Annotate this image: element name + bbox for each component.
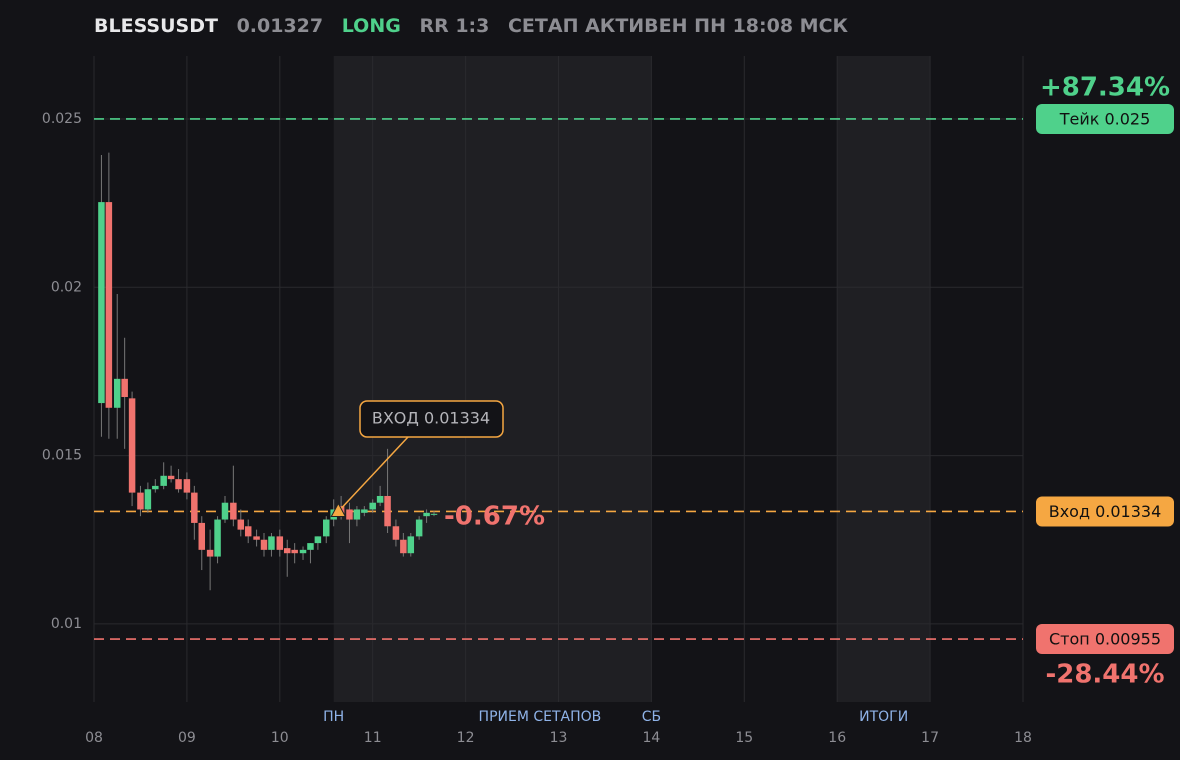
callout-label: ВХОД 0.01334 — [372, 409, 490, 428]
x-tick-label: 18 — [1014, 730, 1032, 746]
x-tick-label: 16 — [828, 730, 846, 746]
candle-body — [144, 489, 152, 510]
session-shade — [333, 56, 652, 702]
candle-body — [206, 549, 214, 557]
x-tick-label: 12 — [457, 730, 475, 746]
candle-body — [323, 519, 330, 537]
candle-body — [276, 536, 284, 550]
candle-body — [376, 495, 384, 503]
session-label: ПРИЕМ СЕТАПОВ — [479, 709, 602, 725]
candle-body — [128, 398, 136, 493]
candle-body — [260, 539, 268, 550]
candle-body — [268, 536, 275, 550]
candle-body — [314, 536, 322, 544]
x-tick-label: 14 — [642, 730, 660, 746]
candle-body — [237, 519, 245, 530]
candle-body — [160, 475, 167, 486]
candle-body — [361, 509, 368, 513]
candle-body — [415, 519, 423, 537]
candle-body — [191, 492, 198, 523]
session-label: СБ — [642, 709, 661, 725]
session-label: ПН — [323, 709, 344, 725]
level-label: Стоп 0.00955 — [1049, 630, 1161, 649]
candle-body — [152, 485, 159, 490]
candle-body — [407, 536, 415, 554]
candle-body — [230, 502, 237, 520]
x-tick-label: 11 — [364, 730, 382, 746]
price: 0.01327 — [236, 15, 324, 37]
candle-body — [400, 539, 407, 554]
level-pill — [1036, 624, 1174, 655]
candle-body — [384, 495, 391, 527]
candle-body — [113, 378, 121, 408]
level-pct: -28.44% — [1045, 660, 1164, 690]
y-tick-label: 0.015 — [42, 448, 82, 464]
x-tick-label: 13 — [550, 730, 568, 746]
level-label: Тейк 0.025 — [1059, 109, 1151, 128]
x-tick-label: 17 — [921, 730, 939, 746]
candle-body — [183, 479, 191, 493]
y-tick-label: 0.02 — [51, 279, 82, 295]
level-pill — [1036, 496, 1174, 527]
candle-body — [244, 526, 252, 537]
candle-body — [369, 502, 376, 510]
x-tick-label: 10 — [271, 730, 289, 746]
candle-body — [299, 549, 307, 554]
candle-body — [198, 522, 206, 550]
y-tick-label: 0.01 — [51, 616, 82, 632]
candle-body — [214, 519, 221, 557]
candle-body — [105, 202, 113, 408]
candle-body — [423, 512, 430, 517]
pnl-label: -0.67% — [444, 501, 545, 531]
level-label: Вход 0.01334 — [1049, 502, 1162, 521]
callout-line — [337, 436, 409, 512]
session-label: ИТОГИ — [859, 709, 908, 725]
header: BLESSUSDT 0.01327 LONG RR 1:3 СЕТАП АКТИ… — [94, 15, 860, 37]
level-pct: +87.34% — [1040, 72, 1170, 102]
candle-body — [167, 475, 175, 480]
candle-body — [283, 548, 291, 554]
candle-body — [121, 378, 128, 398]
candle-body — [175, 479, 182, 490]
symbol: BLESSUSDT — [94, 15, 218, 37]
entry-marker — [330, 502, 347, 517]
candle-body — [221, 502, 229, 520]
y-tick-label: 0.025 — [42, 111, 82, 127]
level-pill — [1036, 103, 1174, 134]
candle-body — [392, 526, 400, 540]
status: СЕТАП АКТИВЕН ПН 18:08 МСК — [507, 15, 849, 37]
session-shade — [837, 56, 931, 702]
candle-body — [307, 543, 314, 550]
x-tick-label: 09 — [178, 730, 196, 746]
candle-body — [353, 509, 361, 520]
rr: RR 1:3 — [419, 15, 490, 37]
candle-body — [98, 202, 105, 404]
x-tick-label: 08 — [85, 730, 103, 746]
candle-body — [430, 513, 438, 515]
x-tick-label: 15 — [735, 730, 753, 746]
candle-body — [137, 492, 144, 510]
candle-body — [253, 536, 260, 540]
side: LONG — [341, 15, 401, 37]
callout-box — [359, 400, 504, 438]
candle-body — [346, 509, 353, 520]
candle-body — [291, 549, 298, 554]
